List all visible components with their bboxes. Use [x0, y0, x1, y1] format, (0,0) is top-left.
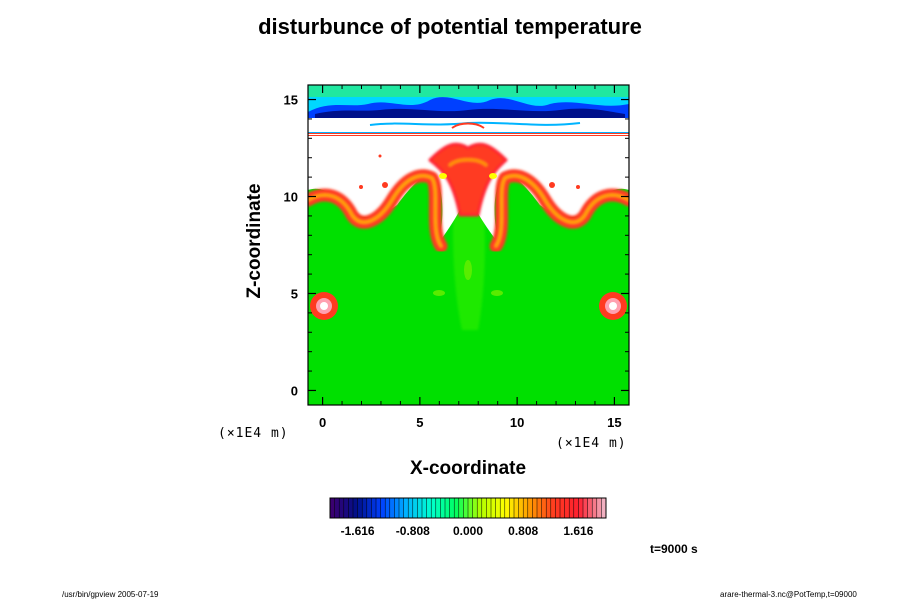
x-unit-label-left: (×1E4 m) — [218, 426, 289, 441]
y-tick-label: 15 — [284, 93, 298, 108]
colorbar-cell — [491, 498, 496, 518]
colorbar-cell — [472, 498, 478, 518]
colorbar-cell — [440, 498, 446, 518]
colorbar-tick-label: 1.616 — [563, 524, 593, 538]
colorbar-cell — [468, 498, 473, 518]
colorbar-cell — [348, 498, 354, 518]
colorbar-tick-label: 0.808 — [508, 524, 538, 538]
x-tick-label: 15 — [607, 415, 621, 430]
colorbar-cell — [500, 498, 506, 518]
y-tick-label: 0 — [291, 383, 298, 398]
colorbar-cell — [394, 498, 400, 518]
colorbar-cell — [385, 498, 391, 518]
colorbar-cell — [569, 498, 575, 518]
y-tick-label: 5 — [291, 286, 298, 301]
tick-labels: 0 5 10 15 0 5 10 15 — [284, 93, 622, 430]
chart-title: disturbunce of potential temperature — [258, 14, 642, 39]
x-unit-label-right: (×1E4 m) — [556, 436, 627, 451]
colorbar-cell — [422, 498, 427, 518]
colorbar-tick-label: 0.000 — [453, 524, 483, 538]
colorbar-cell — [463, 498, 469, 518]
colorbar-cell — [537, 498, 542, 518]
colorbar-cell — [596, 498, 602, 518]
colorbar-cell — [477, 498, 483, 518]
colorbar-cell — [514, 498, 519, 518]
colorbar-cell — [523, 498, 529, 518]
colorbar: -1.616 -0.808 0.000 0.808 1.616 — [329, 497, 607, 538]
colorbar-cell — [495, 498, 501, 518]
colorbar-cell — [334, 498, 340, 518]
colorbar-cell — [412, 498, 418, 518]
footer-left: /usr/bin/gpview 2005-07-19 — [62, 590, 159, 599]
colorbar-cell — [486, 498, 492, 518]
colorbar-cell — [366, 498, 372, 518]
colorbar-frame — [329, 497, 607, 519]
colorbar-cell — [376, 498, 381, 518]
colorbar-cell — [343, 498, 349, 518]
colorbar-cell — [509, 498, 515, 518]
colorbar-cell — [518, 498, 524, 518]
colorbar-tick-label: -0.808 — [396, 524, 430, 538]
colorbar-cell — [564, 498, 570, 518]
colorbar-cell — [449, 498, 455, 518]
colorbar-cell — [371, 498, 377, 518]
colorbar-cell — [546, 498, 552, 518]
colorbar-cell — [601, 498, 607, 518]
colorbar-cell — [403, 498, 409, 518]
colorbar-cell — [357, 498, 363, 518]
x-tick-label: 5 — [416, 415, 423, 430]
colorbar-cell — [339, 498, 345, 518]
y-tick-label: 10 — [284, 190, 298, 205]
colorbar-cell — [445, 498, 450, 518]
colorbar-cell — [389, 498, 395, 518]
x-tick-label: 10 — [510, 415, 524, 430]
heatmap-field — [308, 85, 629, 405]
colorbar-cell — [555, 498, 561, 518]
x-tick-label: 0 — [319, 415, 326, 430]
colorbar-cell — [399, 498, 404, 518]
x-axis-label: X-coordinate — [409, 458, 527, 479]
colorbar-cell — [380, 498, 386, 518]
colorbar-cell — [527, 498, 533, 518]
plot-frame — [307, 84, 630, 406]
colorbar-cell — [583, 498, 588, 518]
colorbar-cell — [587, 498, 593, 518]
colorbar-cell — [550, 498, 556, 518]
colorbar-cell — [573, 498, 579, 518]
time-label: t=9000 s — [650, 542, 698, 556]
colorbar-cell — [426, 498, 432, 518]
colorbar-cell — [504, 498, 510, 518]
colorbar-cell — [458, 498, 464, 518]
colorbar-cell — [532, 498, 538, 518]
colorbar-tick-label: -1.616 — [341, 524, 375, 538]
colorbar-cell — [454, 498, 460, 518]
colorbar-cell — [592, 498, 598, 518]
colorbar-cell — [435, 498, 441, 518]
colorbar-cell — [353, 498, 358, 518]
colorbar-cell — [408, 498, 414, 518]
colorbar-cell — [578, 498, 584, 518]
minor-ticks — [308, 85, 629, 405]
colorbar-cell — [541, 498, 547, 518]
y-axis-label: Z-coordinate — [244, 183, 265, 299]
colorbar-cell — [417, 498, 423, 518]
colorbar-cell — [431, 498, 437, 518]
colorbar-cell — [481, 498, 487, 518]
footer-right: arare-thermal-3.nc@PotTemp,t=09000 — [720, 590, 857, 599]
colorbar-cell — [362, 498, 368, 518]
colorbar-cell — [560, 498, 565, 518]
major-ticks — [308, 85, 629, 405]
colorbar-cell — [330, 498, 335, 518]
